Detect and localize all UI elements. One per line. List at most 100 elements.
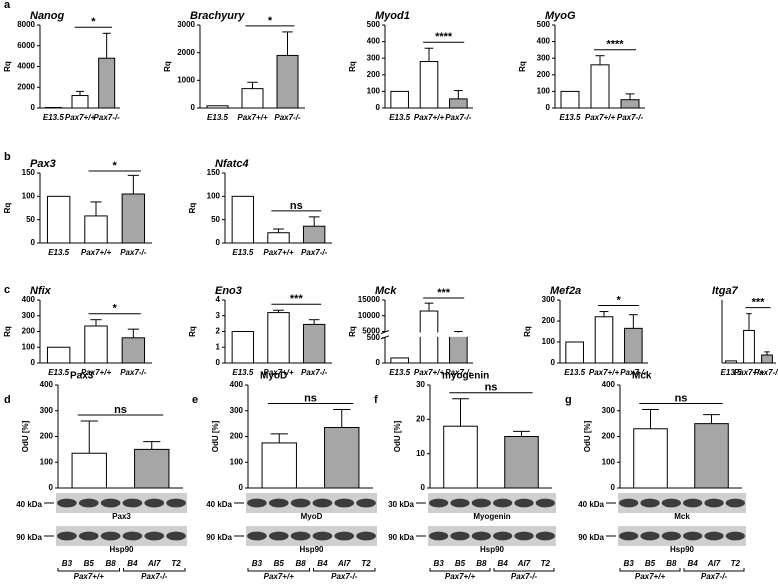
x-tick-label: Pax7+/+ [65,113,96,122]
x-tick-label: Pax7+/+ [585,113,616,122]
y-tick-label: 200 [22,327,36,336]
blot-strip [618,493,746,513]
y-tick-label: 200 [230,432,244,441]
blot-band [493,498,513,508]
blot-band [100,531,121,541]
significance-label: ns [675,392,688,404]
y-tick-label: 400 [230,380,244,389]
group-bracket [57,568,120,572]
y-tick-label: 50 [26,215,35,224]
bar [231,195,255,244]
blot-band [290,498,311,508]
group-bracket [683,568,745,572]
y-axis-label: Rq [3,326,12,337]
y-axis-label: Rq [523,326,532,337]
blot-strip [428,493,556,513]
blot-band [619,531,639,541]
bar [71,95,89,109]
y-tick-label: 400 [40,380,54,389]
lane-label: AI7 [337,559,351,568]
x-tick-label: E13.5 [48,248,69,257]
y-tick-label: 0 [31,238,36,247]
group-bracket [493,568,555,572]
blot-band [166,498,186,508]
bar [46,195,71,244]
x-tick-label: Pax7-/- [445,113,472,122]
lane-label: B4 [127,559,138,568]
x-tick-label: Pax7+/+ [81,248,112,257]
group-bracket [619,568,681,572]
group-bracket [429,568,491,572]
significance-label: * [113,303,118,315]
blot-band [471,531,491,541]
y-axis-label: Rq [348,326,357,337]
significance-label: * [268,15,273,27]
y-tick-label: 2000 [17,82,35,91]
lane-label: B3 [434,559,445,568]
y-axis-label: Rq [348,61,357,72]
x-tick-label: Pax7-/- [120,248,147,257]
x-tick-label: E13.5 [389,113,410,122]
y-tick-label: 0 [49,483,54,492]
bar [231,331,255,364]
blot-band [312,531,333,541]
blot-band [122,531,143,541]
y-tick-label: 0 [611,483,616,492]
y-tick-label: 50 [211,215,220,224]
y-tick-label: 10000 [358,311,381,320]
lane-label: B8 [666,559,677,568]
y-tick-label: 200 [40,432,54,441]
significance-label: * [113,160,118,172]
panel-label: b [4,151,11,163]
band-name: Hsp90 [109,545,134,554]
blot-band [290,531,311,541]
x-tick-label: Pax7+/+ [263,368,294,377]
break-mark [380,335,390,340]
chart-title: Nanog [30,10,65,22]
blot-band [100,498,121,508]
blot-band [429,531,449,541]
bar [302,225,326,244]
chart-title: Eno3 [215,285,242,297]
significance-label: * [91,16,96,28]
y-axis-label: OdU [%] [393,420,402,452]
blot-band [450,531,470,541]
blot-band [356,531,376,541]
y-tick-label: 0 [216,238,221,247]
x-tick-label: Pax7-/- [754,368,778,377]
y-tick-label: 100 [230,457,244,466]
blot-band [661,531,681,541]
chart-title: Itga7 [712,285,739,297]
lane-label: B3 [62,559,73,568]
y-tick-label: 100 [207,191,221,200]
y-tick-label: 100 [40,457,54,466]
y-tick-label: 200 [367,70,381,79]
kda-label: 90 kDa [578,533,604,542]
bar [725,360,737,364]
kda-label: 40 kDa [16,500,42,509]
panel-label: g [565,394,572,406]
break-mark [380,330,390,334]
significance-label: *** [437,287,451,299]
y-tick-label: 6000 [17,41,35,50]
bar [267,312,290,364]
significance-label: *** [290,293,304,305]
bar [206,105,229,109]
significance-label: * [617,294,622,306]
y-tick-label: 4000 [17,62,35,71]
kda-label: 30 kDa [388,500,414,509]
blot-band [334,498,355,508]
bar [594,316,614,364]
y-axis-label: Rq [163,61,172,72]
chart-title: Mck [375,285,397,297]
blot-band [640,531,660,541]
y-tick-label: 2000 [177,48,195,57]
y-tick-label: 500 [537,20,551,29]
lane-label: B5 [455,559,466,568]
x-tick-label: Pax7-/- [617,113,644,122]
kda-label: 40 kDa [206,500,232,509]
y-tick-label: 2 [216,327,221,336]
blot-band [450,498,470,508]
lane-label: B3 [252,559,263,568]
y-tick-label: 0 [551,358,556,367]
